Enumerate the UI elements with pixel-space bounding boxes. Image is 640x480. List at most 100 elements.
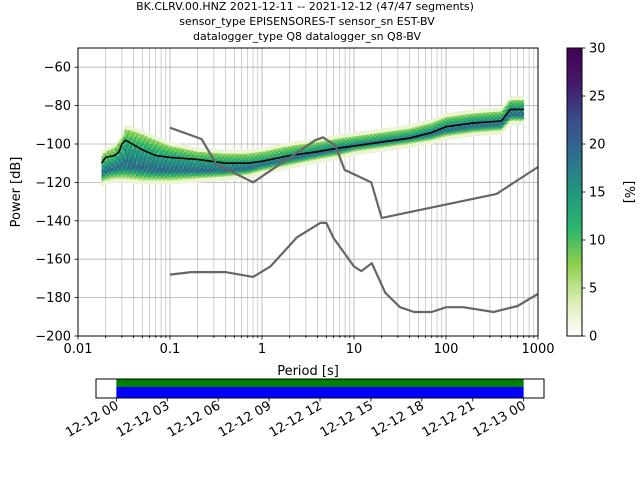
density-cell <box>435 125 438 128</box>
density-cell <box>514 120 517 125</box>
density-cell <box>352 142 356 144</box>
density-cell <box>322 153 325 155</box>
density-cell <box>456 133 459 136</box>
density-cell <box>491 131 494 136</box>
density-cell <box>272 157 275 159</box>
density-cell <box>182 170 185 173</box>
density-cell <box>427 138 430 141</box>
density-cell <box>335 138 338 141</box>
density-cell <box>341 154 344 159</box>
density-cell <box>193 174 196 177</box>
density-cell <box>111 158 114 161</box>
density-cell <box>445 124 448 126</box>
density-cell <box>366 136 369 138</box>
density-cell <box>514 101 517 104</box>
density-cell <box>316 155 319 157</box>
density-cell <box>493 111 496 114</box>
density-cell <box>316 146 319 149</box>
density-cell <box>446 120 450 122</box>
density-cell <box>187 166 191 170</box>
density-cell <box>306 139 310 144</box>
density-cell <box>345 140 348 142</box>
density-cell <box>389 132 392 134</box>
density-cell <box>393 145 396 147</box>
density-cell <box>521 115 525 117</box>
density-cell <box>316 148 319 151</box>
density-cell <box>318 156 321 158</box>
density-cell <box>354 143 358 145</box>
density-cell <box>479 112 482 115</box>
density-cell <box>114 165 118 168</box>
density-cell <box>178 159 181 162</box>
density-cell <box>352 137 356 139</box>
density-cell <box>487 118 490 120</box>
density-cell <box>372 141 375 143</box>
density-cell <box>512 107 515 110</box>
density-cell <box>351 151 354 153</box>
density-cell <box>343 145 346 147</box>
density-cell <box>279 165 283 167</box>
density-cell <box>291 146 294 149</box>
density-cell <box>452 126 455 129</box>
density-cell <box>414 140 417 142</box>
density-cell <box>381 139 384 141</box>
density-cell <box>191 164 194 168</box>
density-cell <box>297 157 300 159</box>
density-cell <box>379 136 383 138</box>
density-cell <box>251 172 254 174</box>
density-cell <box>416 136 419 139</box>
density-cell <box>391 146 394 151</box>
density-cell <box>400 132 404 134</box>
density-cell <box>222 157 225 159</box>
density-cell <box>506 119 509 121</box>
density-cell <box>491 112 494 114</box>
density-cell <box>466 125 469 127</box>
density-cell <box>304 139 308 144</box>
density-cell <box>471 113 475 115</box>
density-cell <box>201 151 204 154</box>
density-cell <box>406 140 409 142</box>
density-cell <box>212 171 216 174</box>
density-cell <box>145 166 148 170</box>
density-cell <box>141 162 145 166</box>
density-cell <box>425 134 429 136</box>
density-cell <box>308 156 311 158</box>
density-cell <box>427 130 430 132</box>
density-cell <box>349 150 352 153</box>
density-cell <box>132 177 135 180</box>
density-cell <box>226 153 229 156</box>
density-cell <box>239 165 242 168</box>
density-cell <box>289 152 292 154</box>
density-cell <box>226 156 229 158</box>
density-cell <box>193 178 196 183</box>
density-cell <box>218 155 221 158</box>
density-cell <box>258 154 262 157</box>
density-cell <box>205 154 208 157</box>
density-cell <box>412 142 415 144</box>
density-cell <box>470 129 473 131</box>
density-cell <box>182 152 185 155</box>
density-cell <box>435 121 438 124</box>
density-cell <box>347 147 350 149</box>
density-cell <box>400 136 404 138</box>
density-cell <box>362 142 365 144</box>
density-cell <box>393 137 396 139</box>
density-cell <box>224 171 227 174</box>
density-cell <box>255 153 258 156</box>
density-cell <box>237 157 240 160</box>
density-cell <box>272 165 275 167</box>
density-cell <box>312 150 315 152</box>
density-cell <box>270 160 273 162</box>
density-cell <box>416 141 419 143</box>
density-cell <box>172 174 175 176</box>
density-cell <box>418 129 421 131</box>
density-cell <box>370 134 373 137</box>
density-cell <box>301 159 304 161</box>
density-cell <box>174 177 177 179</box>
density-cell <box>174 148 177 151</box>
density-cell <box>431 136 434 138</box>
density-cell <box>101 179 104 181</box>
density-cell <box>164 180 168 185</box>
density-cell <box>166 160 169 164</box>
density-cell <box>372 133 375 135</box>
